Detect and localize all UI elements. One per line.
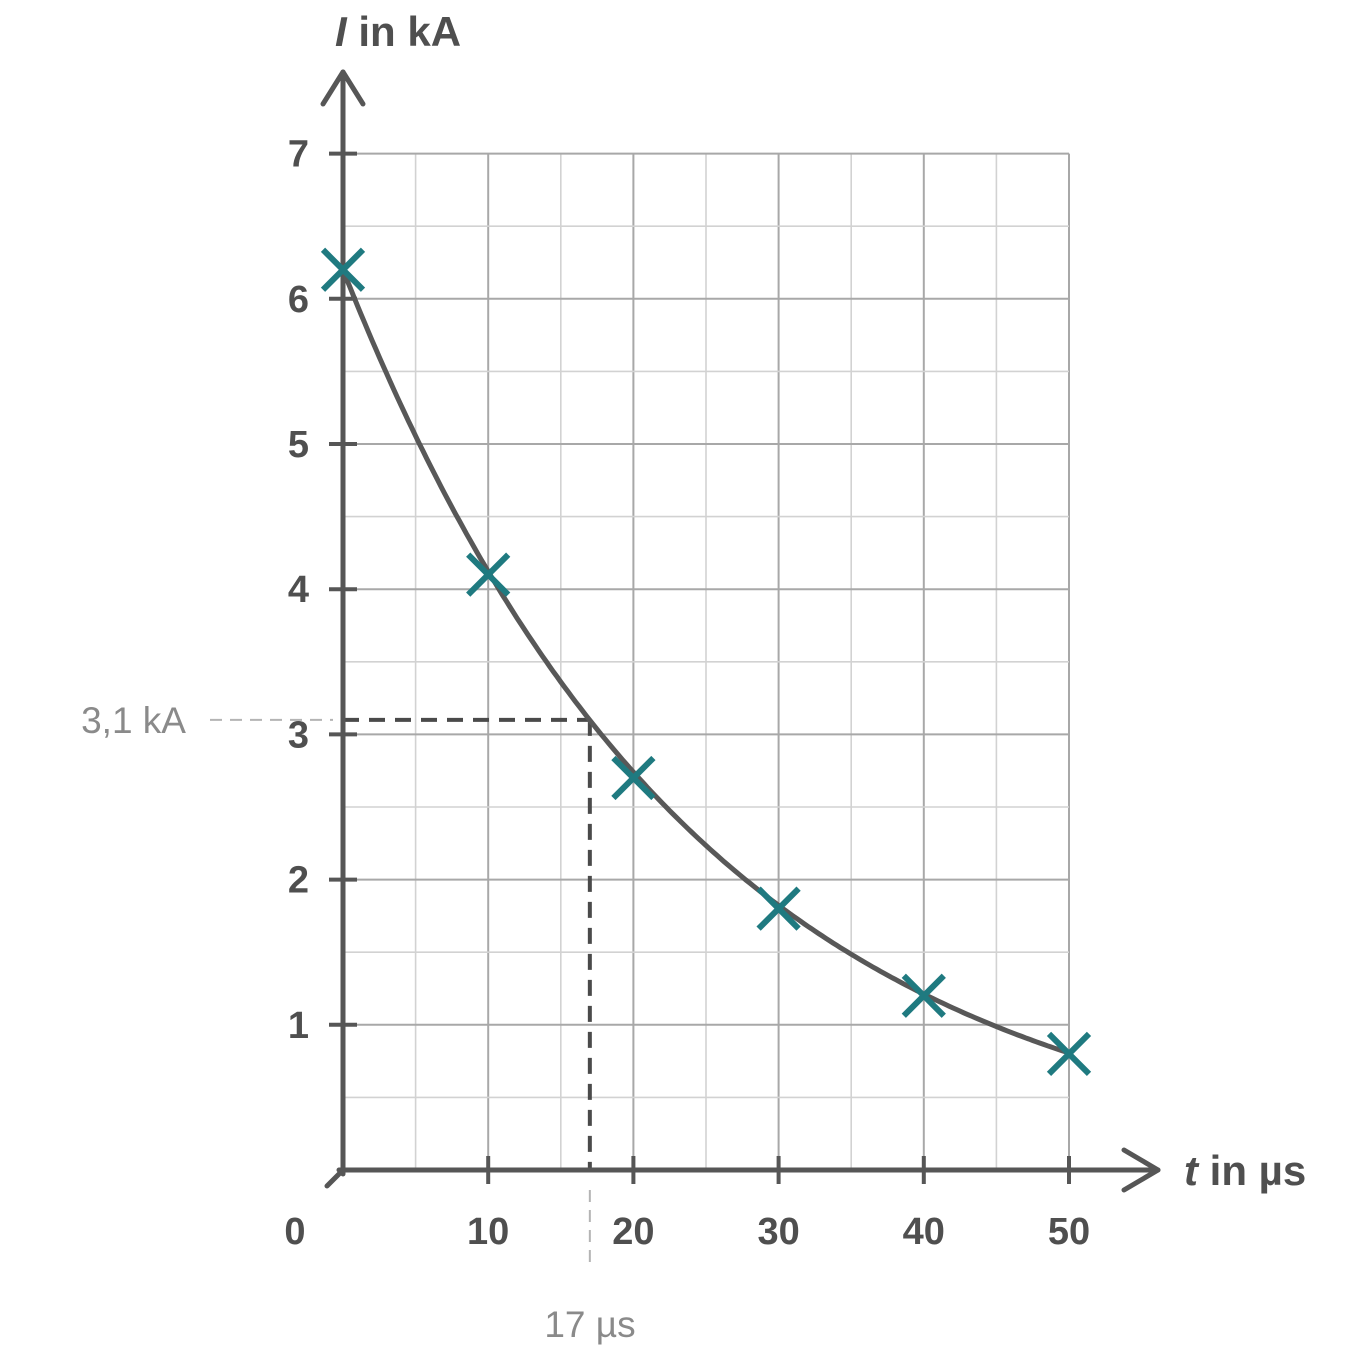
annotation-y-label: 3,1 kA — [81, 700, 186, 741]
data-point-marker — [611, 755, 656, 801]
data-markers — [320, 247, 1092, 1076]
marker-stroke — [1046, 1031, 1092, 1076]
y-tick-label: 1 — [288, 1005, 309, 1047]
data-point-marker — [466, 552, 511, 597]
marker-stroke — [320, 247, 366, 292]
fit-curve — [340, 268, 1070, 1056]
y-axis-unit: in kA — [347, 8, 461, 55]
x-axis-unit: in µs — [1198, 1147, 1306, 1194]
annotation-x-label: 17 µs — [544, 1304, 635, 1345]
y-tick-label: 7 — [288, 134, 309, 176]
data-point-marker — [901, 973, 946, 1018]
ticks: 0 10 20 30 40 50 1 2 3 4 5 6 7 — [284, 134, 1090, 1253]
x-tick-label: 40 — [903, 1211, 945, 1253]
y-axis-arrow — [320, 69, 366, 107]
y-tick-label: 4 — [288, 569, 309, 611]
x-tick-label: 0 — [284, 1211, 305, 1253]
data-point-marker — [320, 247, 366, 292]
marker-stroke — [611, 755, 656, 801]
fit-curve-layer — [340, 268, 1070, 1056]
grid — [343, 152, 1070, 1170]
x-tick-label: 50 — [1048, 1211, 1090, 1253]
x-axis-title: t in µs — [1184, 1147, 1306, 1194]
x-tick-label: 30 — [757, 1211, 799, 1253]
y-axis-symbol: I — [335, 8, 348, 55]
x-tick-label: 20 — [612, 1211, 654, 1253]
marker-stroke — [901, 973, 946, 1018]
x-axis-arrow — [1121, 1147, 1161, 1193]
annotation-guides — [210, 717, 592, 1265]
x-tick-label: 10 — [467, 1211, 509, 1253]
marker-stroke — [466, 552, 511, 597]
y-tick-label: 5 — [288, 424, 309, 466]
axes — [320, 69, 1161, 1193]
data-point-marker — [1046, 1031, 1092, 1076]
y-tick-label: 3 — [288, 714, 309, 756]
data-point-marker — [756, 886, 801, 931]
marker-stroke — [756, 886, 801, 931]
x-axis-symbol: t — [1184, 1147, 1200, 1194]
y-axis-title: I in kA — [335, 8, 461, 55]
y-tick-label: 6 — [288, 279, 309, 321]
y-tick-label: 2 — [288, 860, 309, 902]
origin-stub — [324, 1167, 346, 1189]
